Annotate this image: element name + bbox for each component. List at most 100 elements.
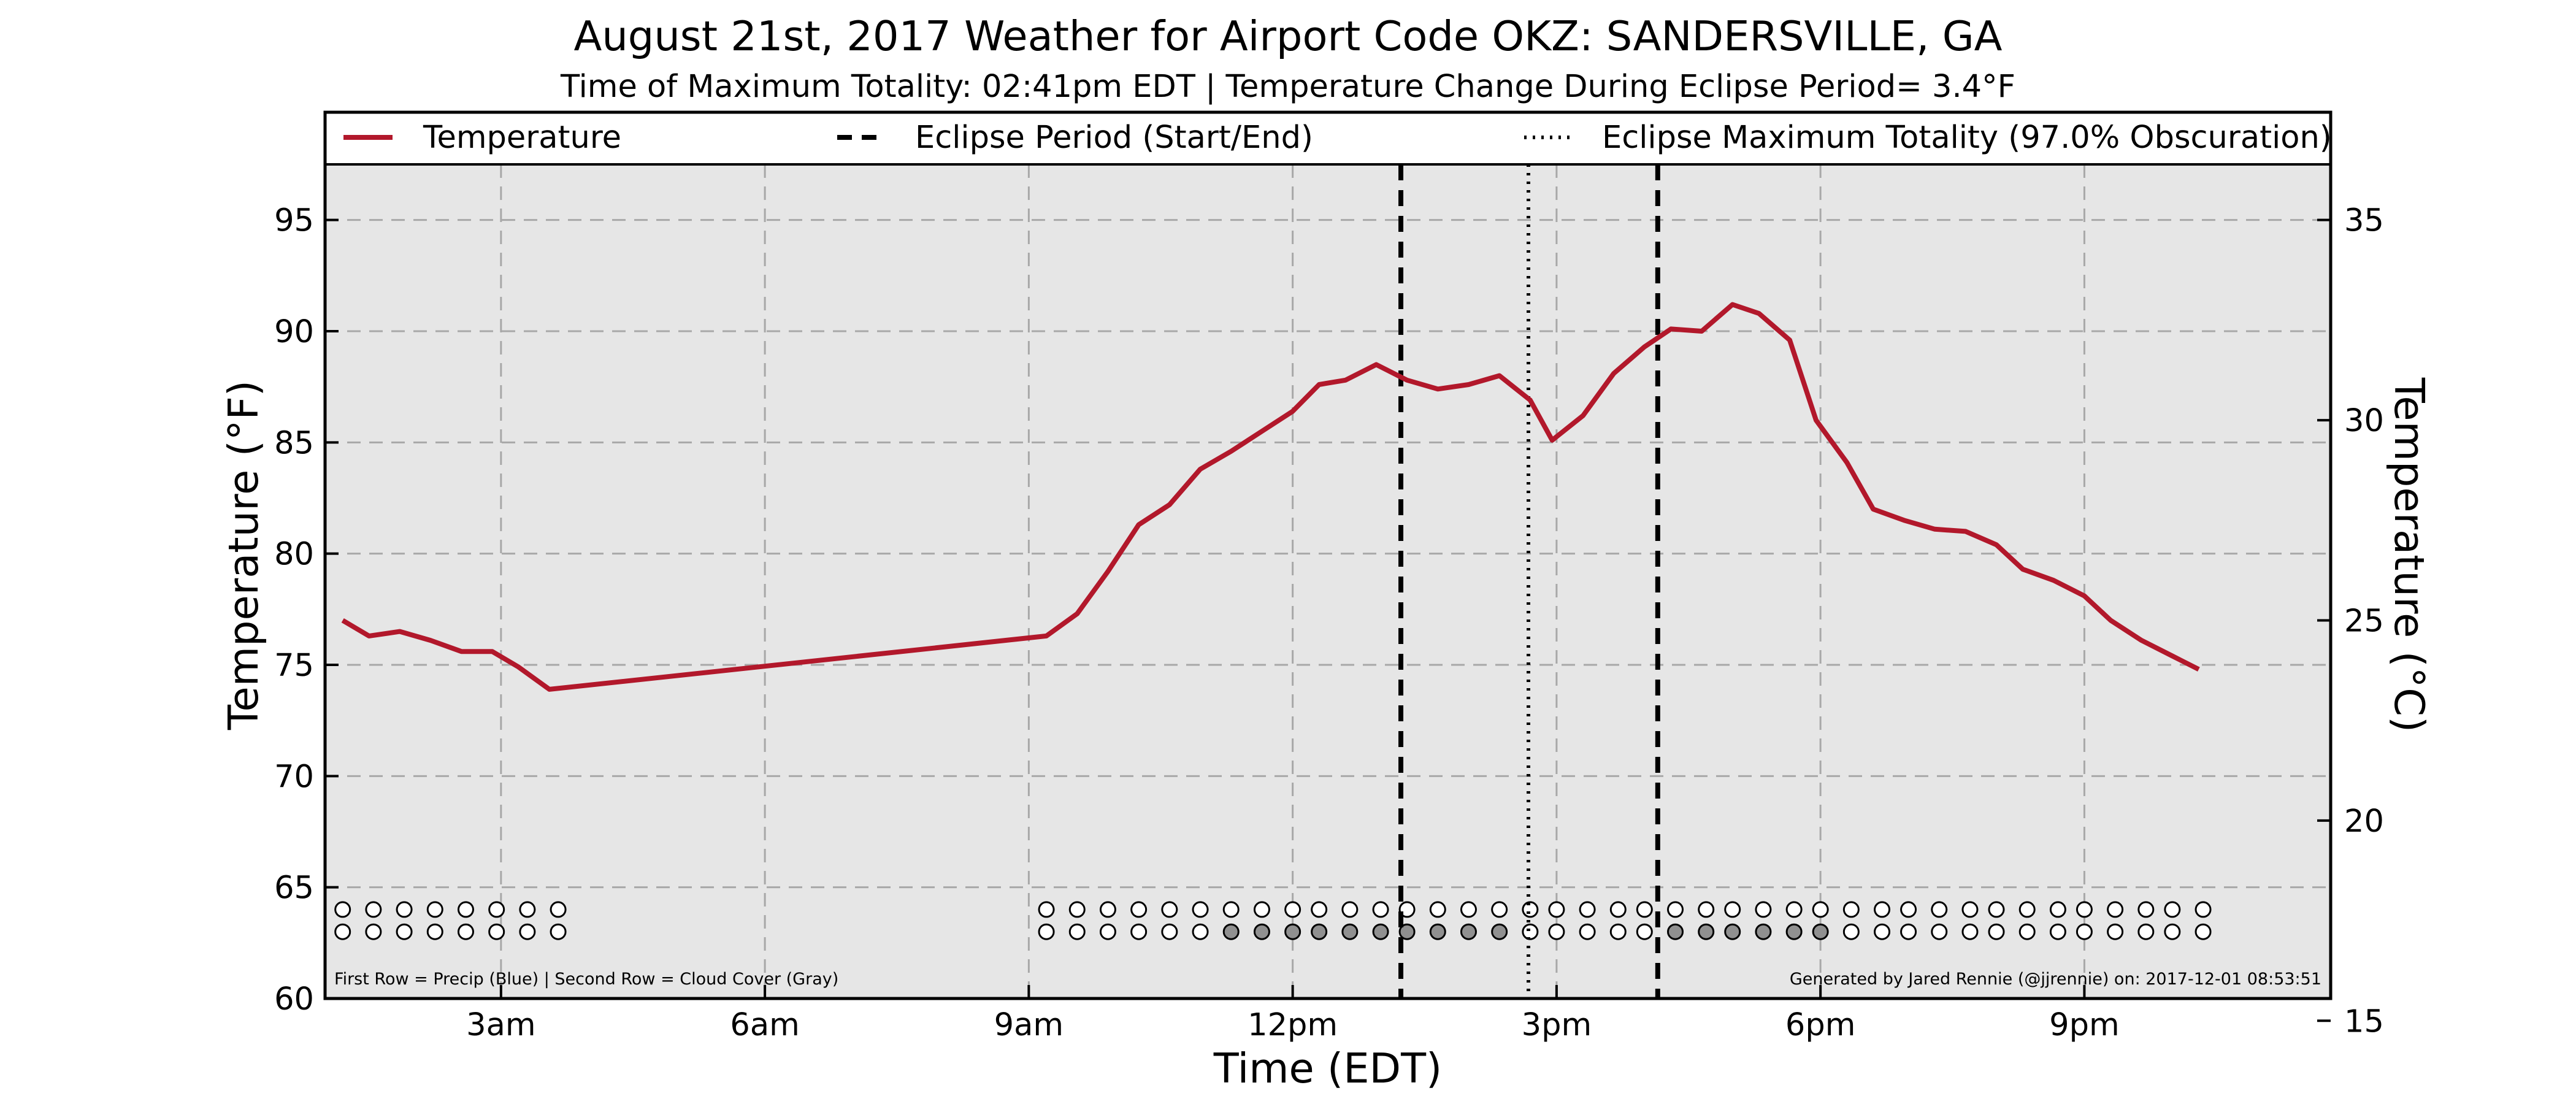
precip-marker — [1522, 901, 1539, 918]
x-axis-label: Time (EDT) — [1213, 1045, 1442, 1092]
x-tick-label: 9am — [994, 1007, 1064, 1043]
precip-marker — [1988, 901, 2005, 918]
legend-label-temperature: Temperature — [423, 120, 621, 156]
cloud-cover-marker — [2195, 923, 2212, 940]
precip-marker — [2076, 901, 2093, 918]
grid-lines — [325, 164, 2331, 999]
plot-background — [325, 164, 2331, 999]
cloud-cover-marker — [2049, 923, 2066, 940]
precip-cloud-markers — [334, 901, 2212, 940]
x-tick-label: 12pm — [1248, 1007, 1338, 1043]
cloud-cover-marker — [426, 923, 443, 940]
cloud-cover-marker — [1311, 923, 1328, 940]
precip-marker — [1548, 901, 1565, 918]
cloud-cover-marker — [1192, 923, 1209, 940]
precip-marker — [1667, 901, 1684, 918]
precip-marker — [1311, 901, 1328, 918]
cloud-cover-marker — [488, 923, 505, 940]
cloud-cover-marker — [550, 923, 567, 940]
precip-marker — [1636, 901, 1653, 918]
precip-marker — [1222, 901, 1240, 918]
y-tick-label: 70 — [274, 759, 314, 795]
cloud-cover-marker — [1724, 923, 1741, 940]
y2-tick-label: 20 — [2344, 803, 2384, 840]
y2-tick-label: 25 — [2344, 603, 2384, 639]
precip-marker — [365, 901, 382, 918]
precip-marker — [1099, 901, 1116, 918]
footnote-right: Generated by Jared Rennie (@jjrennie) on… — [1790, 970, 2321, 989]
precip-marker — [1372, 901, 1389, 918]
y2-tick-label: 30 — [2344, 403, 2384, 439]
cloud-cover-marker — [457, 923, 474, 940]
cloud-cover-marker — [2107, 923, 2124, 940]
precip-marker — [1842, 901, 1860, 918]
cloud-cover-marker — [1460, 923, 1477, 940]
precip-marker — [1724, 901, 1741, 918]
cloud-cover-marker — [1548, 923, 1565, 940]
precip-marker — [519, 901, 536, 918]
precip-marker — [1755, 901, 1772, 918]
precip-marker — [1130, 901, 1148, 918]
cloud-cover-marker — [1253, 923, 1270, 940]
plot-frame — [323, 110, 2333, 1000]
precip-marker — [1460, 901, 1477, 918]
precip-marker — [1579, 901, 1596, 918]
precip-marker — [1429, 901, 1446, 918]
precip-marker — [1192, 901, 1209, 918]
y2-tick-label: 35 — [2344, 203, 2384, 239]
precip-marker — [1491, 901, 1508, 918]
cloud-cover-marker — [1667, 923, 1684, 940]
precip-marker — [1874, 901, 1891, 918]
x-tick-label: 6am — [730, 1007, 799, 1043]
precip-marker — [1341, 901, 1359, 918]
chart-title: August 21st, 2017 Weather for Airport Co… — [574, 12, 2003, 60]
cloud-cover-marker — [334, 923, 351, 940]
y-tick-label: 80 — [274, 537, 314, 573]
cloud-cover-marker — [1130, 923, 1148, 940]
x-tick-label: 6pm — [1785, 1007, 1856, 1043]
precip-marker — [2164, 901, 2181, 918]
y2-tick-label: 15 — [2344, 1003, 2384, 1040]
legend-box — [324, 111, 2332, 166]
cloud-cover-marker — [1099, 923, 1116, 940]
precip-marker — [1931, 901, 1948, 918]
precip-marker — [1698, 901, 1715, 918]
cloud-cover-marker — [365, 923, 382, 940]
cloud-cover-marker — [1491, 923, 1508, 940]
y-tick-label: 65 — [274, 870, 314, 907]
cloud-cover-marker — [1372, 923, 1389, 940]
x-axis: 3am 6am 9am 12pm 3pm 6pm 9pm — [466, 985, 2120, 1043]
y-tick-label: 95 — [274, 203, 314, 239]
precip-marker — [1900, 901, 1917, 918]
cloud-cover-marker — [1341, 923, 1359, 940]
cloud-cover-marker — [2164, 923, 2181, 940]
precip-marker — [2049, 901, 2066, 918]
x-tick-label: 3am — [466, 1007, 535, 1043]
y-axis-left: 60 65 70 75 80 85 90 95 — [274, 203, 339, 1018]
cloud-cover-marker — [2076, 923, 2093, 940]
precip-marker — [1785, 901, 1803, 918]
cloud-cover-marker — [396, 923, 413, 940]
footnote-left: First Row = Precip (Blue) | Second Row =… — [334, 970, 838, 989]
precip-marker — [396, 901, 413, 918]
cloud-cover-marker — [1900, 923, 1917, 940]
cloud-cover-marker — [1222, 923, 1240, 940]
cloud-cover-marker — [1812, 923, 1829, 940]
y-tick-label: 85 — [274, 425, 314, 461]
precip-marker — [1398, 901, 1416, 918]
precip-marker — [2195, 901, 2212, 918]
x-tick-label: 3pm — [1522, 1007, 1592, 1043]
precip-marker — [550, 901, 567, 918]
cloud-cover-marker — [1398, 923, 1416, 940]
temperature-line — [341, 302, 2200, 692]
precip-marker — [1609, 901, 1627, 918]
y-axis-label-right: Temperature (°C) — [2385, 377, 2433, 732]
y-tick-label: 90 — [274, 314, 314, 350]
chart-subtitle: Time of Maximum Totality: 02:41pm EDT | … — [560, 69, 2015, 105]
cloud-cover-marker — [1874, 923, 1891, 940]
cloud-cover-marker — [1284, 923, 1301, 940]
precip-marker — [1812, 901, 1829, 918]
cloud-cover-marker — [1636, 923, 1653, 940]
precip-marker — [488, 901, 505, 918]
cloud-cover-marker — [1068, 923, 1086, 940]
